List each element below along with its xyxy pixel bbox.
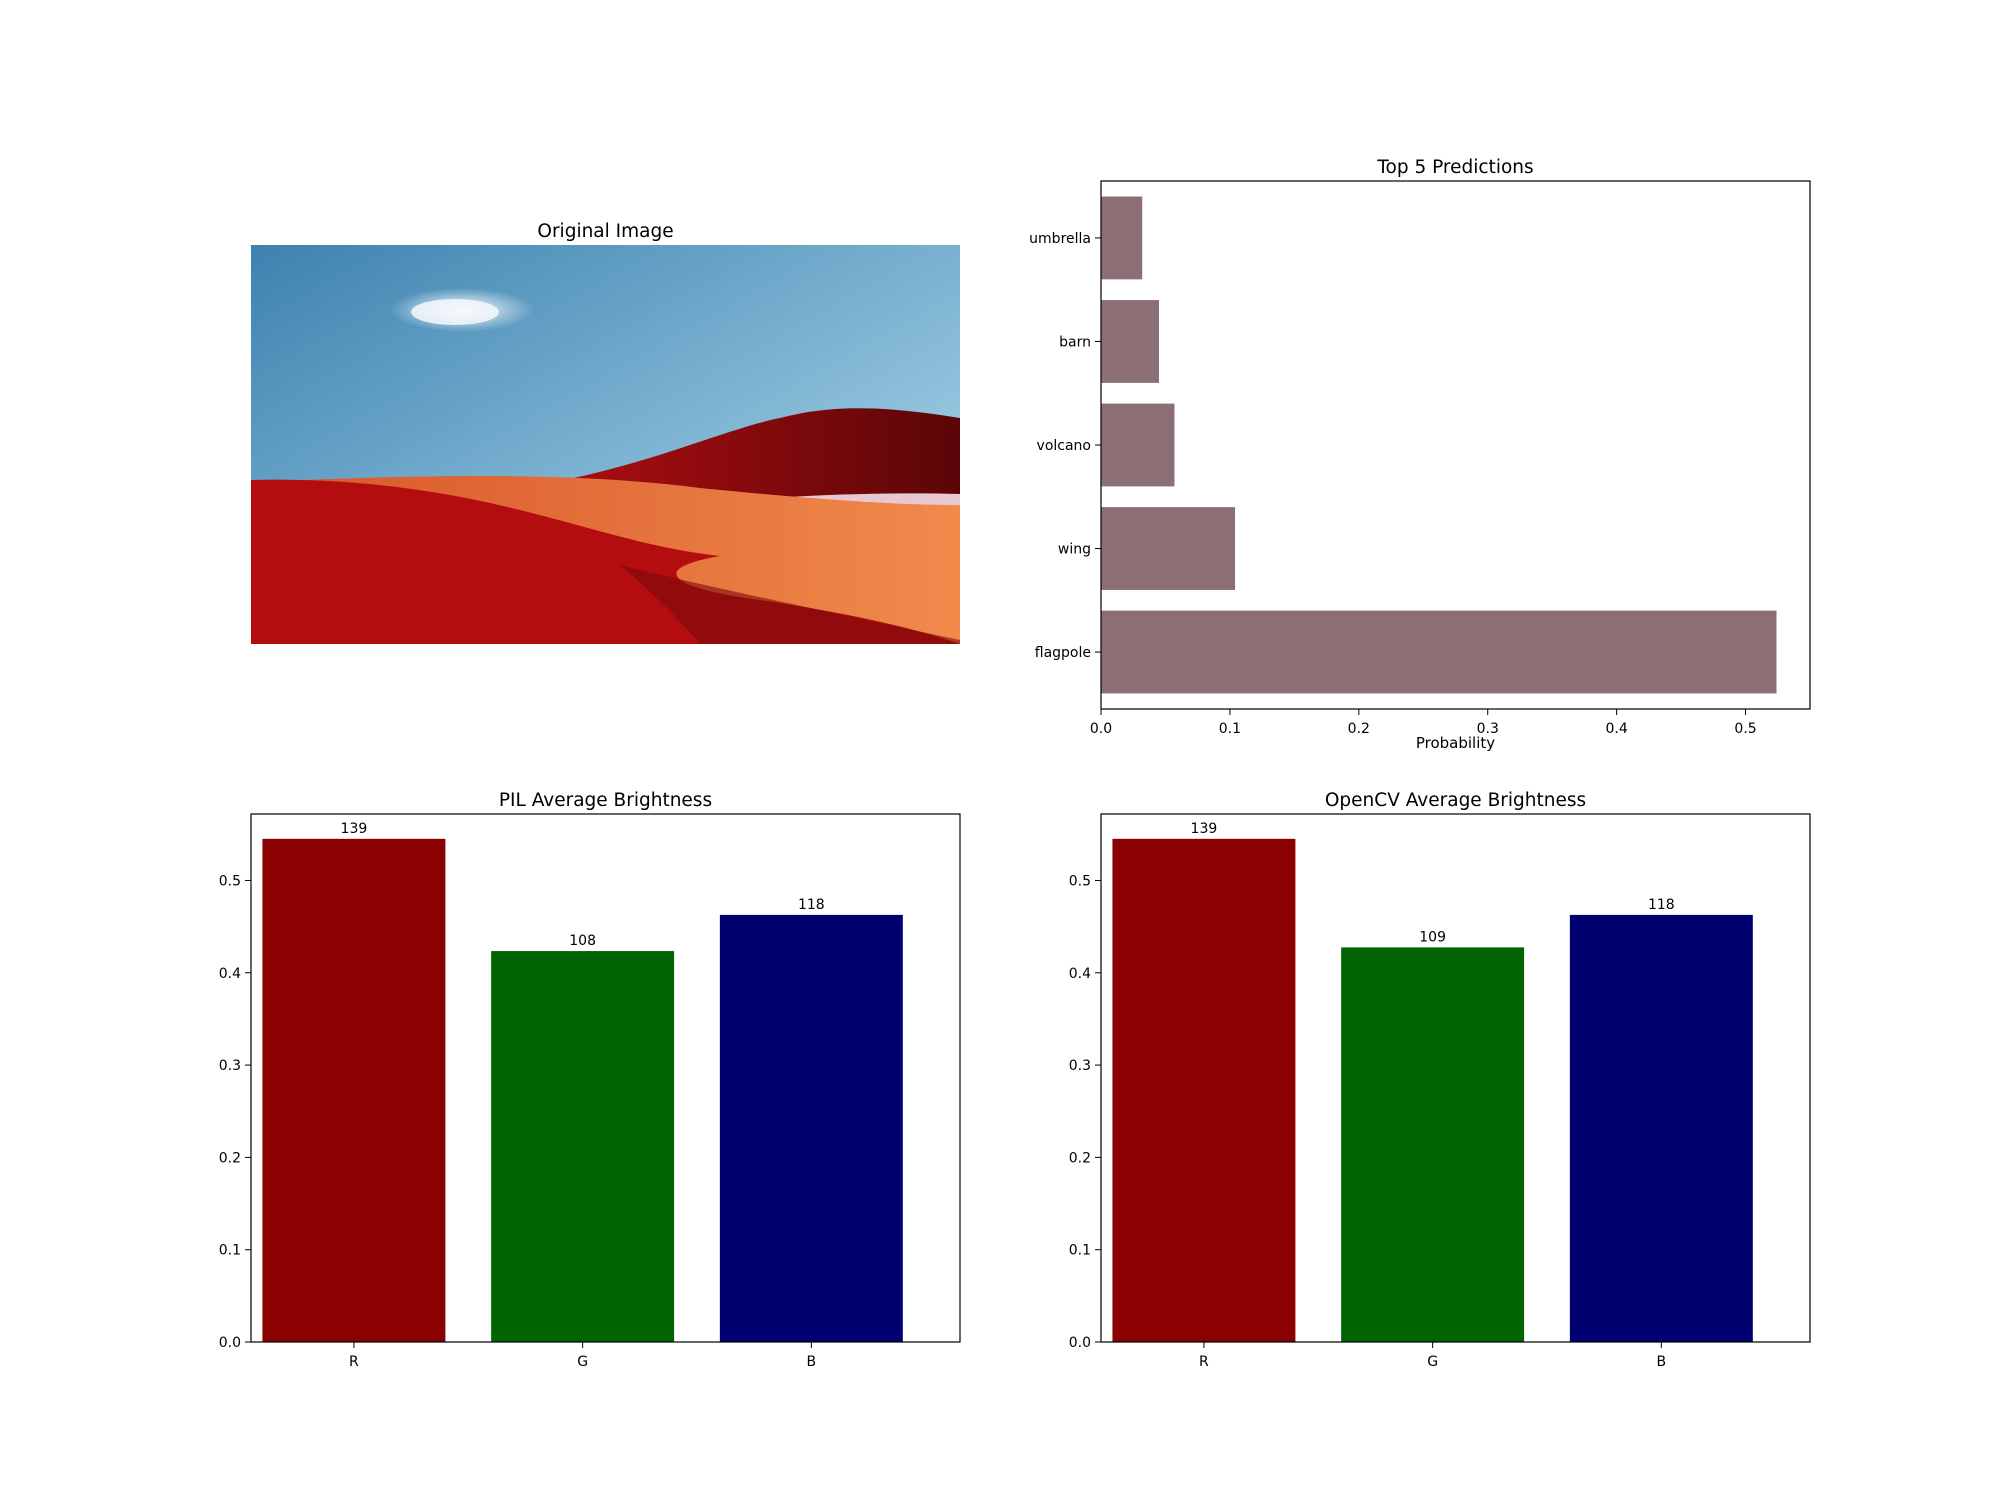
predictions-y-ticks: flagpole wing volcano barn umbrella — [1029, 231, 1101, 661]
pil-y-tick-label: 0.5 — [219, 873, 241, 889]
opencv-bars: 139 109 118 — [1112, 821, 1753, 1342]
prediction-x-tick-label: 0.3 — [1477, 721, 1499, 737]
prediction-x-tick-label: 0.1 — [1219, 721, 1241, 737]
pil-bar-value-G: 108 — [569, 933, 596, 949]
opencv-bar-value-R: 139 — [1191, 821, 1218, 837]
opencv-x-tick-label-B: B — [1657, 1354, 1667, 1370]
prediction-bar-barn — [1101, 300, 1160, 383]
prediction-label-volcano: volcano — [1037, 438, 1091, 454]
pil-chart-title: PIL Average Brightness — [499, 790, 712, 811]
photo-red-foreground — [251, 479, 960, 644]
pil-y-tick-label: 0.2 — [219, 1150, 241, 1166]
pil-bar-R — [262, 838, 446, 1342]
opencv-y-tick-label: 0.3 — [1069, 1058, 1091, 1074]
opencv-y-tick-label: 0.5 — [1069, 873, 1091, 889]
predictions-chart: Top 5 Predictions flagpole wing volcano bar… — [1029, 157, 1811, 752]
pil-bar-G — [491, 951, 675, 1342]
photo-shadow — [620, 565, 960, 644]
prediction-label-umbrella: umbrella — [1029, 231, 1091, 247]
prediction-label-wing: wing — [1058, 542, 1091, 558]
opencv-bar-G — [1341, 947, 1525, 1342]
opencv-x-tick-label-G: G — [1427, 1354, 1438, 1370]
pil-y-ticks: 0.0 0.1 0.2 0.3 0.4 0.5 — [219, 873, 251, 1351]
pil-bar-value-B: 118 — [798, 897, 825, 913]
opencv-x-tick-label-R: R — [1199, 1354, 1209, 1370]
opencv-bar-B — [1569, 914, 1753, 1342]
pil-y-tick-label: 0.4 — [219, 966, 241, 982]
prediction-x-tick-label: 0.0 — [1090, 721, 1112, 737]
opencv-chart-title: OpenCV Average Brightness — [1325, 790, 1586, 811]
pil-bar-value-R: 139 — [341, 821, 368, 837]
pil-x-tick-label-R: R — [349, 1354, 359, 1370]
prediction-x-tick-label: 0.4 — [1606, 721, 1628, 737]
opencv-y-tick-label: 0.0 — [1069, 1335, 1091, 1351]
predictions-bars — [1101, 196, 1777, 694]
opencv-y-tick-label: 0.1 — [1069, 1243, 1091, 1259]
prediction-bar-volcano — [1101, 403, 1175, 487]
opencv-y-tick-label: 0.4 — [1069, 966, 1091, 982]
pil-y-tick-label: 0.1 — [219, 1243, 241, 1259]
prediction-bar-wing — [1101, 507, 1236, 590]
opencv-bar-R — [1112, 838, 1296, 1342]
image-panel-title: Original Image — [537, 221, 673, 242]
prediction-bar-umbrella — [1101, 196, 1143, 280]
predictions-x-ticks: 0.0 0.1 0.2 0.3 0.4 0.5 — [1090, 709, 1757, 737]
predictions-axes-frame — [1100, 180, 1811, 710]
prediction-label-flagpole: flagpole — [1035, 645, 1091, 661]
opencv-axes-frame — [1100, 813, 1811, 1343]
landscape-photo — [251, 245, 960, 644]
predictions-x-axis-label: Probability — [1416, 734, 1495, 752]
original-image-panel: Original Image — [251, 221, 960, 644]
pil-y-tick-label: 0.0 — [219, 1335, 241, 1351]
pil-bar-B — [719, 914, 903, 1342]
photo-cloud-core — [411, 299, 499, 325]
pil-y-tick-label: 0.3 — [219, 1058, 241, 1074]
pil-x-tick-label-B: B — [807, 1354, 817, 1370]
prediction-label-barn: barn — [1059, 334, 1091, 350]
opencv-y-ticks: 0.0 0.1 0.2 0.3 0.4 0.5 — [1069, 873, 1101, 1351]
prediction-x-tick-label: 0.5 — [1734, 721, 1756, 737]
prediction-x-tick-label: 0.2 — [1348, 721, 1370, 737]
opencv-bar-value-G: 109 — [1419, 929, 1446, 945]
pil-axes-frame — [250, 813, 961, 1343]
prediction-bar-flagpole — [1101, 610, 1777, 694]
predictions-title: Top 5 Predictions — [1376, 157, 1533, 178]
pil-bars: 139 108 118 — [262, 821, 903, 1342]
pil-x-tick-label-G: G — [577, 1354, 588, 1370]
opencv-y-tick-label: 0.2 — [1069, 1150, 1091, 1166]
opencv-bar-value-B: 118 — [1648, 897, 1675, 913]
